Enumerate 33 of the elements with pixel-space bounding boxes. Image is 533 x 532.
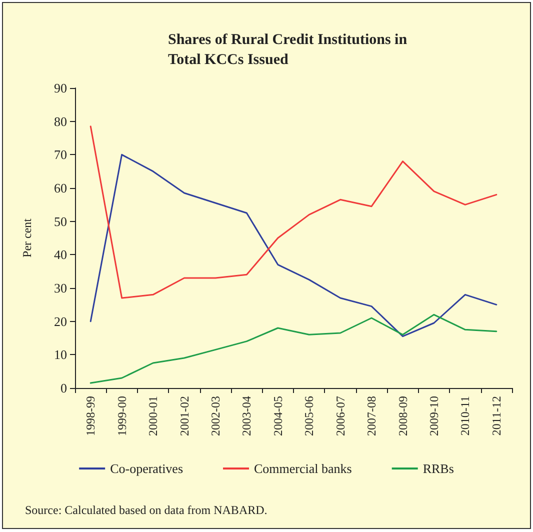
y-tick-label: 0 xyxy=(60,380,67,396)
x-tick-label: 2000-01 xyxy=(146,396,160,436)
y-tick-label: 30 xyxy=(54,280,67,296)
x-tick-label: 2003-04 xyxy=(240,396,254,436)
y-tick-label: 70 xyxy=(54,147,67,162)
chart-title: Shares of Rural Credit Institutions in Total KCCs Issued xyxy=(168,32,408,68)
x-tick-label: 2011-12 xyxy=(489,396,504,436)
y-tick-label: 50 xyxy=(54,214,67,229)
y-tick-label: 60 xyxy=(54,180,67,196)
legend-label: Commercial banks xyxy=(254,461,352,476)
x-tick-label: 2001-02 xyxy=(177,396,192,436)
line-series xyxy=(90,126,498,299)
legend-label: RRBs xyxy=(422,461,454,476)
line-series xyxy=(90,314,498,384)
x-tick-label: 2006-07 xyxy=(333,396,348,436)
line-series xyxy=(90,154,498,338)
x-tick-label: 2004-05 xyxy=(270,396,285,436)
y-axis-title: Per cent xyxy=(20,218,34,258)
source-note: Source: Calculated based on data from NABARD. xyxy=(25,503,268,517)
x-tick-label: 2008-09 xyxy=(396,396,410,436)
y-tick-label: 40 xyxy=(54,247,67,262)
x-tick-label: 1999-00 xyxy=(114,396,129,436)
y-tick-label: 10 xyxy=(54,347,67,362)
legend-label: Co-operatives xyxy=(110,461,184,476)
y-tick-label: 20 xyxy=(54,314,67,329)
x-tick-label: 2005-06 xyxy=(302,396,316,436)
x-tick-label: 2002-03 xyxy=(208,396,222,436)
x-tick-label: 2007-08 xyxy=(364,396,379,436)
y-tick-label: 90 xyxy=(54,80,67,96)
x-tick-label: 2010-11 xyxy=(458,396,472,436)
x-tick-label: 1998-99 xyxy=(84,396,98,436)
x-tick-label: 2009-10 xyxy=(426,396,441,436)
y-tick-label: 80 xyxy=(54,114,67,129)
